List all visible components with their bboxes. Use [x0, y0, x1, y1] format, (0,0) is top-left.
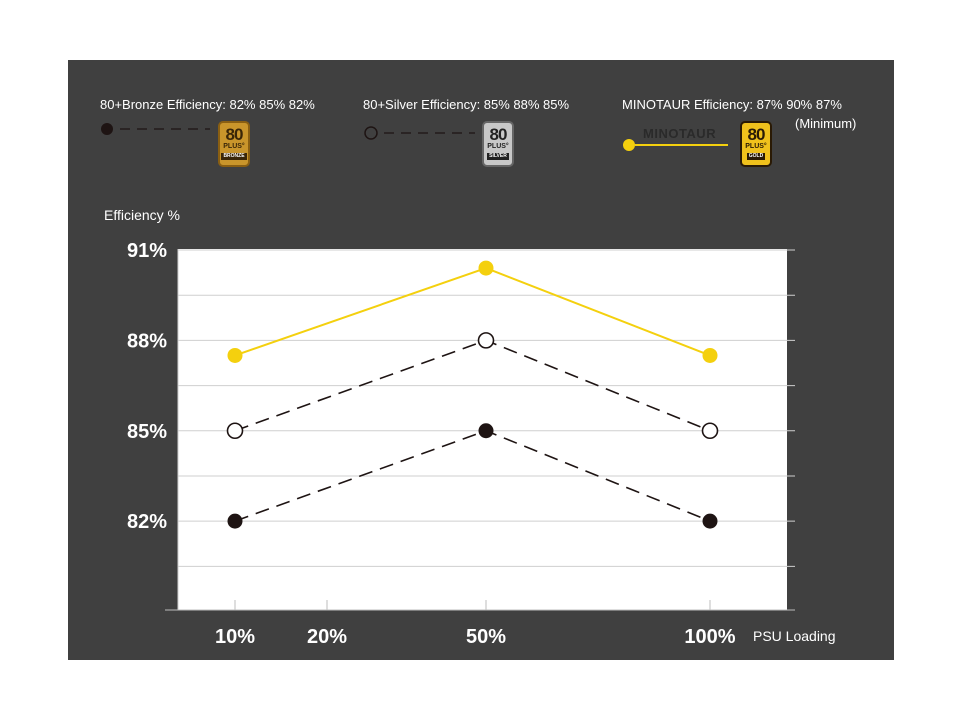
legend-minotaur-marker — [623, 139, 635, 151]
minotaur-logo: MINOTAUR — [643, 126, 717, 141]
y-tick-label: 88% — [127, 330, 167, 352]
bronze-badge-icon: 80 PLUS° BRONZE — [218, 121, 250, 167]
series-80-silver — [226, 332, 719, 440]
data-point — [477, 332, 495, 349]
series-minotaur — [227, 260, 718, 363]
legend-bronze-label: 80+Bronze Efficiency: 82% 85% 82% — [100, 97, 315, 112]
legend-silver-marker — [364, 126, 378, 140]
gold-badge-icon: 80 PLUS° GOLD — [740, 121, 772, 167]
data-point — [478, 260, 494, 276]
series-80-bronze — [227, 423, 718, 529]
x-tick-label: 10% — [215, 626, 255, 648]
y-tick-label: 91% — [127, 240, 167, 262]
data-point — [227, 347, 243, 363]
y-tick-labels: 91% 88% 85% 82% — [127, 240, 167, 533]
x-tick-label: 100% — [684, 626, 735, 648]
legend-swatches — [101, 123, 728, 151]
series-group — [226, 260, 719, 529]
silver-badge-icon: 80 PLUS° SILVER — [482, 121, 514, 167]
y-tick-label: 82% — [127, 511, 167, 533]
gridlines — [177, 249, 795, 610]
data-point — [227, 513, 243, 529]
x-tick-label: 50% — [466, 626, 506, 648]
legend-silver-label: 80+Silver Efficiency: 85% 88% 85% — [363, 97, 570, 112]
legend-minotaur-sublabel: (Minimum) — [795, 116, 857, 131]
data-point — [226, 422, 244, 440]
x-tick-label: 20% — [307, 626, 347, 648]
data-point — [702, 513, 718, 529]
x-tick-labels: 10% 20% 50% 100% — [215, 626, 736, 648]
legend-bronze-marker — [101, 123, 113, 135]
data-point — [702, 347, 718, 363]
x-axis-title: PSU Loading — [753, 628, 836, 644]
y-axis-title: Efficiency % — [104, 207, 180, 223]
data-point — [701, 422, 719, 440]
y-tick-label: 85% — [127, 421, 167, 443]
legend-minotaur-label: MINOTAUR Efficiency: 87% 90% 87% — [622, 97, 842, 112]
data-point — [478, 423, 494, 439]
